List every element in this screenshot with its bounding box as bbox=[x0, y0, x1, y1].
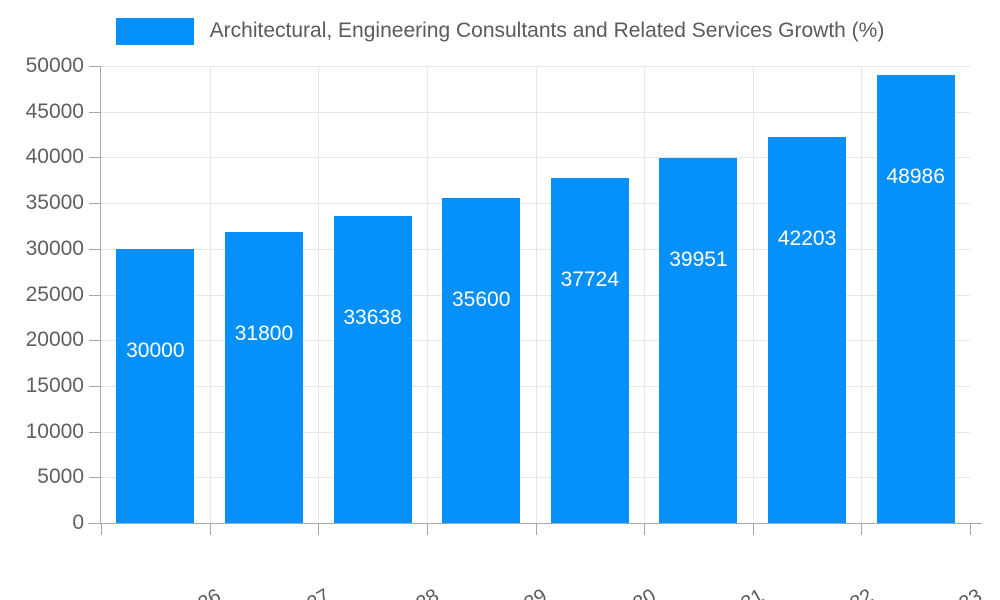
y-axis-tick bbox=[89, 385, 100, 387]
y-axis-tick-label: 50000 bbox=[25, 54, 84, 77]
bar[interactable]: 37724 bbox=[550, 178, 629, 523]
gridline-vertical bbox=[861, 66, 863, 523]
bar[interactable]: 30000 bbox=[116, 248, 195, 523]
y-axis-tick-label: 0 bbox=[72, 511, 84, 534]
y-axis-tick-label: 45000 bbox=[25, 99, 84, 123]
y-axis-tick bbox=[89, 157, 100, 159]
x-axis-tick bbox=[318, 524, 319, 535]
bar-value-label: 30000 bbox=[126, 338, 185, 362]
y-axis-tick-label: 10000 bbox=[25, 419, 84, 443]
x-axis-category-label: 2026-2027 bbox=[240, 585, 334, 600]
y-axis-tick-label: 25000 bbox=[25, 282, 84, 306]
bar-value-label: 31800 bbox=[234, 322, 294, 346]
y-axis-line bbox=[100, 66, 101, 524]
bar-value-label: 33638 bbox=[343, 305, 402, 329]
y-axis-tick-label: 40000 bbox=[25, 145, 84, 169]
gridline-vertical bbox=[644, 66, 646, 523]
y-axis-tick bbox=[89, 340, 100, 342]
bar[interactable]: 33638 bbox=[333, 215, 412, 523]
y-axis-tick bbox=[89, 66, 100, 67]
y-axis-tick-label: 30000 bbox=[25, 236, 84, 260]
y-axis-tick bbox=[89, 523, 100, 524]
plot-area bbox=[101, 66, 970, 523]
bar[interactable]: 35600 bbox=[442, 197, 521, 523]
y-axis-tick bbox=[89, 203, 100, 205]
x-axis-category-label: 2028-2029 bbox=[457, 585, 551, 600]
bar-value-label: 48986 bbox=[886, 165, 945, 189]
gridline-vertical bbox=[752, 66, 754, 523]
x-axis-category-label: 2031-2032 bbox=[783, 585, 877, 600]
y-axis-tick bbox=[89, 477, 100, 479]
y-axis-labels: 0 5000 10000 15000 20000 25000 30000 35000 40000… bbox=[0, 0, 84, 600]
bar-value-label: 35600 bbox=[451, 287, 511, 311]
y-axis-tick-label: 15000 bbox=[25, 373, 84, 397]
x-axis-category-label: 2025-2026 bbox=[131, 585, 225, 600]
y-axis-tick bbox=[89, 431, 100, 433]
x-axis-tick bbox=[644, 524, 645, 535]
x-axis-tick bbox=[970, 524, 971, 535]
x-axis-tick bbox=[101, 524, 102, 535]
x-axis-category-label: 2030-2031 bbox=[674, 585, 768, 600]
bar-value-label: 42203 bbox=[777, 227, 837, 251]
bar[interactable]: 48986 bbox=[876, 75, 955, 523]
gridline-vertical bbox=[535, 66, 537, 523]
bar-value-label: 39951 bbox=[669, 247, 728, 271]
x-axis-line bbox=[88, 523, 982, 524]
chart-legend: Architectural, Engineering Consultants a… bbox=[0, 12, 1000, 50]
legend-color-swatch bbox=[115, 17, 194, 45]
legend-label: Architectural, Engineering Consultants a… bbox=[209, 19, 885, 42]
bar[interactable]: 31800 bbox=[224, 232, 303, 523]
x-axis-tick bbox=[427, 524, 428, 535]
bar[interactable]: 42203 bbox=[768, 137, 847, 523]
y-axis-tick-label: 35000 bbox=[25, 191, 84, 215]
gridline-vertical bbox=[318, 66, 320, 523]
gridline-vertical bbox=[209, 66, 211, 523]
y-axis-tick-label: 20000 bbox=[25, 328, 84, 352]
x-axis-category-label: 2029-2030 bbox=[566, 585, 660, 600]
x-axis-tick bbox=[536, 524, 537, 535]
y-axis-tick bbox=[89, 248, 100, 250]
y-axis-tick-label: 5000 bbox=[37, 465, 84, 489]
y-axis-tick bbox=[89, 294, 100, 296]
y-axis-tick bbox=[89, 111, 100, 113]
x-axis-category-label: 2027-2028 bbox=[349, 585, 443, 600]
bar[interactable]: 39951 bbox=[659, 157, 738, 523]
x-axis-tick bbox=[210, 524, 211, 535]
x-axis-category-label: 2032-2033 bbox=[892, 585, 986, 600]
gridline-vertical bbox=[426, 66, 428, 523]
x-axis-tick bbox=[753, 524, 754, 535]
x-axis-tick bbox=[861, 524, 862, 535]
bar-value-label: 37724 bbox=[560, 268, 620, 292]
